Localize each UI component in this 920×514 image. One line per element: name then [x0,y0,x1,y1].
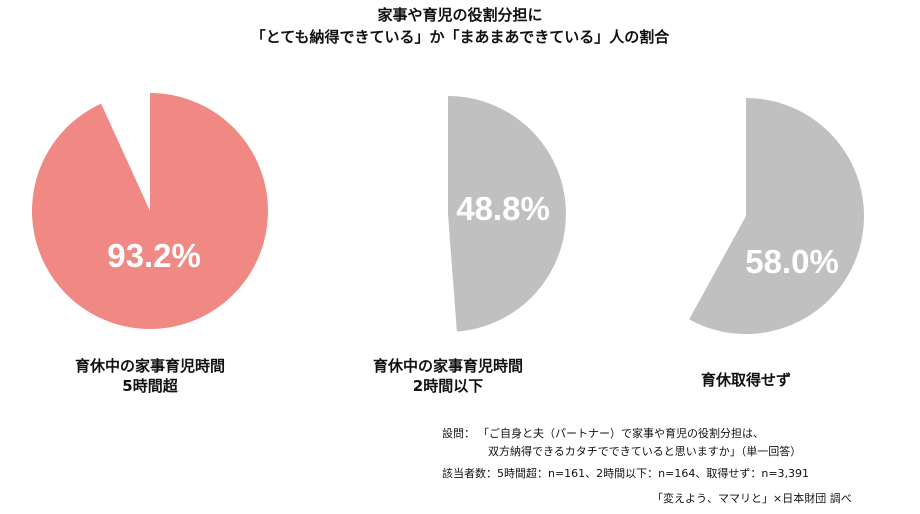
question-label: 設問： [442,427,475,440]
pie-chart-5h-over [32,93,269,329]
pie-svg-2h-under [448,96,566,332]
pie-caption-5h-over-line2: 5時間超 [122,377,178,395]
pie-svg-no-leave [689,98,865,334]
pie-slice-5h-over [32,93,269,329]
pie-caption-no-leave: 育休取得せず [626,370,866,390]
pie-slice-2h-under [448,96,566,332]
chart-title: 家事や育児の役割分担に 「とても納得できている」か「まあまあできている」人の割合 [0,4,920,48]
pie-value-label-5h-over: 93.2% [107,237,201,274]
sample-size-note: 該当者数：5時間超：n=161、2時間以下：n=164、取得せず：n=3,391 [442,467,810,480]
pie-value-label-no-leave: 58.0% [745,243,839,280]
chart-title-line2: 「とても納得できている」か「まあまあできている」人の割合 [250,28,670,46]
pie-slice-no-leave [689,98,865,334]
pie-chart-no-leave [628,98,865,334]
pie-caption-2h-under: 育休中の家事育児時間 2時間以下 [328,356,568,396]
question-line1: 「ご自身と夫（パートナー）で家事や育児の役割分担は、 [478,427,764,440]
pie-chart-2h-under [330,96,566,332]
pie-caption-no-leave-line1: 育休取得せず [700,371,791,389]
pie-caption-2h-under-line1: 育休中の家事育児時間 [372,357,523,375]
pie-caption-2h-under-line2: 2時間以下 [412,377,484,395]
question-line2: 双方納得できるカタチでできていると思いますか」（単一回答） [488,445,802,458]
chart-title-line1: 家事や育児の役割分担に [377,6,543,24]
pie-caption-5h-over: 育休中の家事育児時間 5時間超 [30,356,270,396]
pie-caption-5h-over-line1: 育休中の家事育児時間 [74,357,225,375]
source-note: 「変えよう、ママリと」×日本財団 調べ [652,492,852,505]
pie-svg-5h-over [32,93,269,329]
pie-value-label-2h-under: 48.8% [456,190,550,227]
